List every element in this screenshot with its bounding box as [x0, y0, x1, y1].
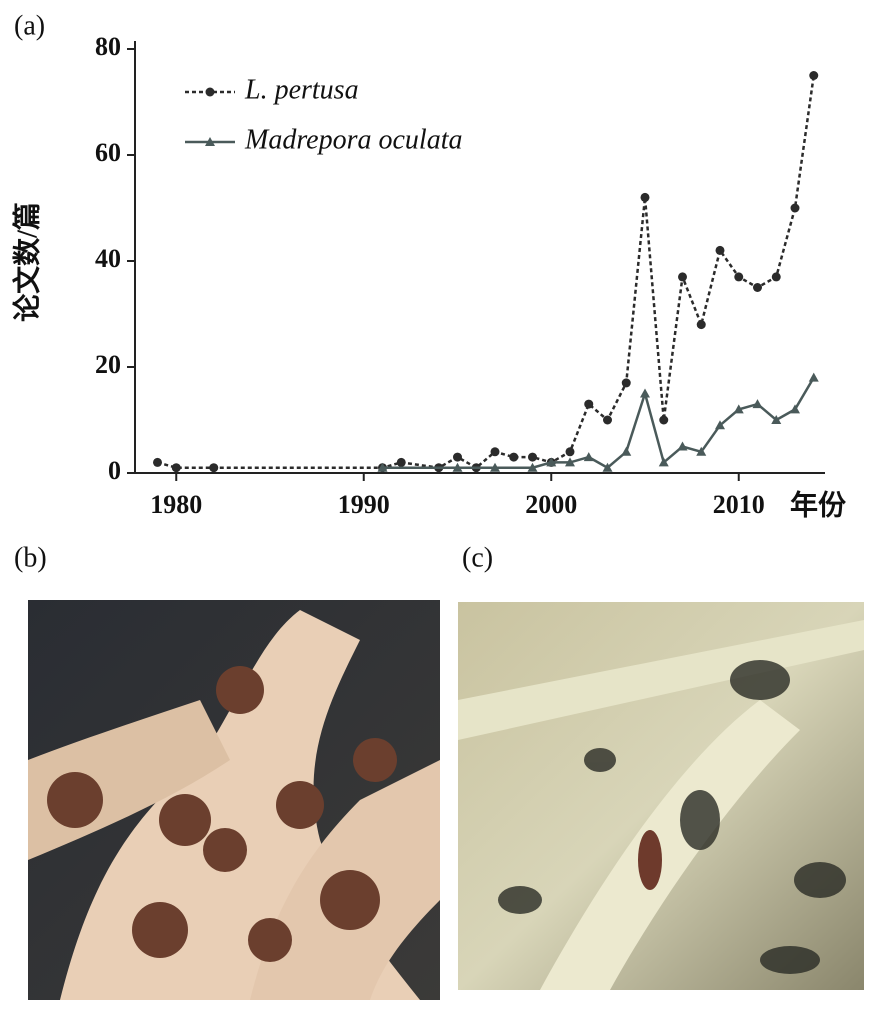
data-point: [396, 457, 406, 467]
data-point: [733, 404, 744, 414]
data-point: [790, 404, 800, 414]
data-point: [453, 452, 462, 462]
data-point: [153, 457, 162, 467]
data-point: [621, 378, 631, 388]
x-tick-label: 2000: [525, 490, 577, 519]
x-tick-label: 2010: [713, 490, 765, 519]
legend-label: L. pertusa: [244, 74, 359, 105]
data-point: [452, 462, 463, 472]
data-point: [678, 272, 687, 282]
data-point: [546, 457, 557, 467]
data-point: [584, 399, 594, 409]
data-point: [771, 415, 782, 424]
legend-marker: [205, 87, 215, 97]
data-point: [509, 452, 519, 462]
photo-b: [28, 600, 440, 1000]
data-point: [809, 71, 819, 80]
data-point: [771, 272, 781, 282]
data-point: [565, 447, 575, 457]
data-point: [583, 452, 594, 462]
y-axis-label: 论文数/篇: [10, 202, 43, 322]
data-point: [696, 320, 706, 330]
data-point: [752, 399, 763, 409]
data-point: [377, 462, 388, 472]
data-point: [565, 457, 575, 467]
y-tick-label: 40: [95, 244, 121, 273]
panel-label: (a): [14, 10, 45, 41]
data-point: [658, 457, 669, 467]
data-point: [527, 462, 538, 472]
data-point: [715, 420, 725, 430]
x-axis-label: 年份: [790, 488, 846, 521]
data-point: [171, 463, 181, 473]
data-point: [696, 446, 707, 456]
data-point: [790, 203, 800, 213]
data-point: [602, 462, 613, 472]
data-point: [715, 245, 725, 255]
x-tick-label: 1980: [150, 490, 202, 519]
data-point: [209, 463, 219, 473]
data-point: [490, 447, 500, 457]
photo-c: [458, 602, 864, 990]
panel-label: (b): [14, 542, 47, 573]
data-point: [734, 272, 744, 282]
x-tick-label: 1990: [338, 490, 390, 519]
series-line: [157, 75, 815, 470]
data-point: [659, 415, 669, 425]
data-point: [640, 388, 650, 398]
y-tick-label: 60: [95, 138, 121, 167]
legend-marker: [205, 137, 215, 146]
y-tick-label: 80: [95, 32, 121, 61]
data-point: [753, 283, 762, 292]
data-point: [603, 415, 612, 425]
data-point: [677, 441, 688, 451]
data-point: [640, 192, 650, 202]
data-point: [808, 372, 819, 382]
panel-label: (c): [462, 542, 493, 573]
y-tick-label: 0: [108, 456, 121, 485]
series-line: [382, 376, 815, 470]
data-point: [621, 446, 632, 456]
data-point: [490, 462, 500, 472]
legend-label: Madrepora oculata: [244, 124, 463, 155]
data-point: [528, 452, 537, 462]
y-tick-label: 20: [95, 350, 121, 379]
